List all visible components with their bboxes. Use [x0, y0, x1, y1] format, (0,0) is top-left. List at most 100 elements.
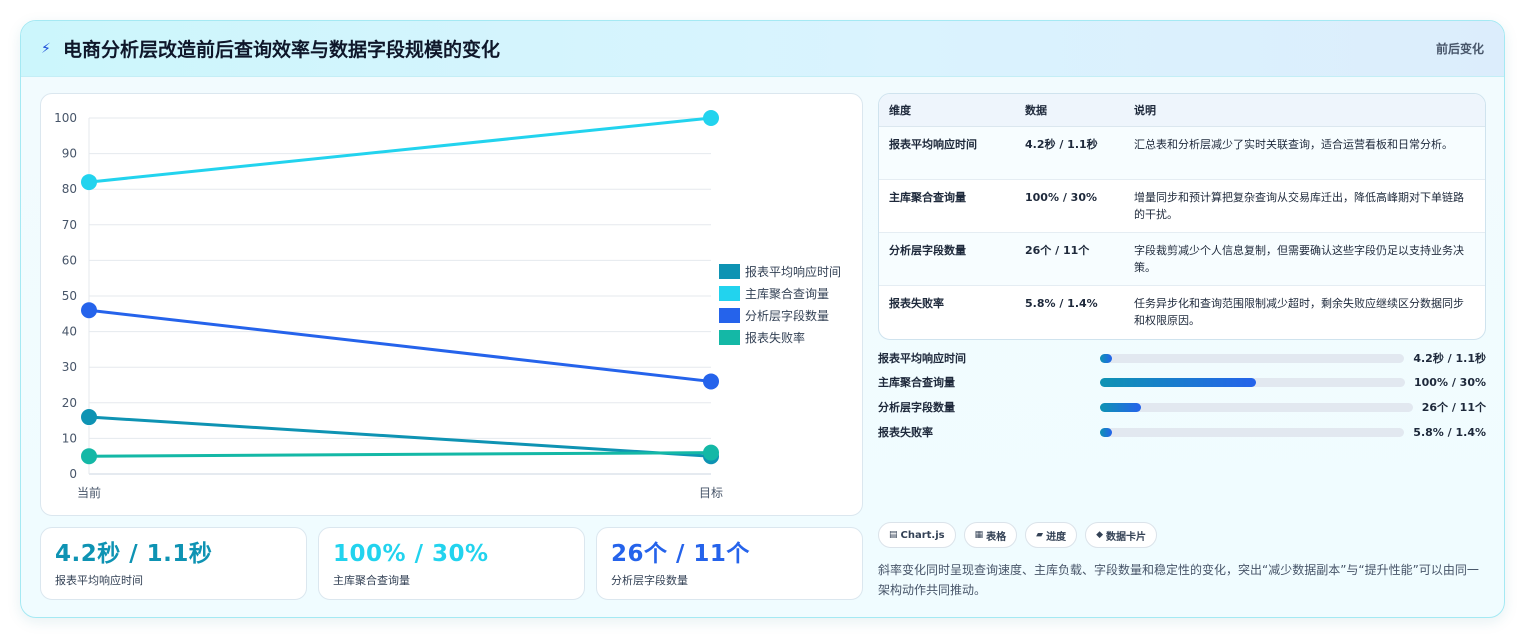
progress-row-query-volume: 主库聚合查询量 100% / 30%: [878, 374, 1486, 390]
data-point: [81, 174, 97, 191]
chip-chartjs[interactable]: ▤ Chart.js: [878, 522, 956, 548]
slope-chart: 0 10 20 30 40 50 60 70 80 90 100 当前 目标 报表平均响应时间 主库聚合查询…: [40, 93, 863, 516]
progress-track: [1100, 427, 1405, 437]
row-data: 5.8% / 1.4%: [1025, 297, 1098, 310]
series-line: [88, 308, 712, 383]
progress-value: 100% / 30%: [1414, 375, 1486, 389]
stat-label: 主库聚合查询量: [333, 574, 410, 587]
progress-value: 4.2秒 / 1.1秒: [1413, 352, 1486, 365]
chip-table[interactable]: ▦ 表格: [963, 522, 1018, 548]
y-tick-label: 90: [62, 147, 77, 161]
feature-chips: ▤ Chart.js ▦ 表格 ▰ 进度 ◆ 数据卡片: [878, 522, 1165, 548]
stat-value: 26个 / 11个: [611, 541, 750, 567]
y-tick-label: 0: [69, 467, 77, 481]
card-header: ⚡ 电商分析层改造前后查询效率与数据字段规模的变化 前后变化: [21, 21, 1504, 77]
page-title: 电商分析层改造前后查询效率与数据字段规模的变化: [63, 39, 501, 61]
progress-row-response-time: 报表平均响应时间 4.2秒 / 1.1秒: [878, 350, 1486, 366]
stat-card-query-volume: 100% / 30% 主库聚合查询量: [318, 527, 585, 600]
y-tick-label: 40: [62, 325, 77, 339]
progress-fill: [1100, 402, 1141, 412]
legend-label: 报表平均响应时间: [745, 264, 841, 279]
table-row: 报表平均响应时间 4.2秒 / 1.1秒 汇总表和分析层减少了实时关联查询，适合…: [879, 127, 1485, 180]
legend-swatch: [719, 264, 740, 279]
stat-card-response-time: 4.2秒 / 1.1秒 报表平均响应时间: [40, 527, 307, 600]
chip-label: 进度: [1046, 531, 1067, 543]
summary-note: 斜率变化同时呈现查询速度、主库负载、字段数量和稳定性的变化，突出“减少数据副本”…: [878, 563, 1479, 597]
progress-label: 报表失败率: [878, 426, 933, 439]
row-description: 任务异步化和查询范围限制减少超时，剩余失败应继续区分数据同步和权限原因。: [1134, 297, 1464, 327]
table-header: 维度 数据 说明: [879, 94, 1485, 127]
data-point: [703, 444, 719, 461]
row-dimension: 分析层字段数量: [889, 244, 966, 257]
data-point: [81, 409, 97, 426]
chip-progress[interactable]: ▰ 进度: [1025, 522, 1078, 548]
row-dimension: 报表平均响应时间: [889, 138, 977, 151]
header-tag: 前后变化: [1435, 42, 1484, 56]
x-tick-label: 目标: [699, 486, 723, 500]
progress-fill: [1100, 353, 1113, 363]
y-tick-label: 30: [62, 360, 77, 374]
legend-swatch: [719, 286, 740, 301]
stat-value: 4.2秒 / 1.1秒: [55, 541, 213, 567]
progress-row-field-count: 分析层字段数量 26个 / 11个: [878, 399, 1486, 415]
table-row: 主库聚合查询量 100% / 30% 增量同步和预计算把复杂查询从交易库迁出，降…: [879, 180, 1485, 233]
data-point: [703, 373, 719, 390]
data-point: [81, 448, 97, 465]
legend-swatch: [719, 330, 740, 345]
progress-track: [1100, 377, 1405, 387]
stat-label: 报表平均响应时间: [55, 574, 143, 587]
row-data: 26个 / 11个: [1025, 244, 1090, 257]
x-tick-label: 当前: [77, 485, 101, 500]
chip-label: 表格: [986, 531, 1007, 543]
data-point: [81, 302, 97, 319]
row-description: 字段裁剪减少个人信息复制，但需要确认这些字段仍足以支持业务决策。: [1134, 244, 1464, 274]
row-description: 汇总表和分析层减少了实时关联查询，适合运营看板和日常分析。: [1134, 138, 1453, 151]
progress-track: [1100, 353, 1405, 363]
chip-data-card[interactable]: ◆ 数据卡片: [1085, 522, 1157, 548]
y-tick-label: 50: [62, 289, 77, 303]
row-description: 增量同步和预计算把复杂查询从交易库迁出，降低高峰期对下单链路的干扰。: [1134, 191, 1464, 221]
card-icon: ◆: [1096, 530, 1103, 540]
chart-icon: ▤: [889, 530, 898, 540]
data-point: [703, 110, 719, 126]
dashboard-card: ⚡ 电商分析层改造前后查询效率与数据字段规模的变化 前后变化 0 10 20 30 40…: [20, 20, 1505, 618]
stat-value: 100% / 30%: [333, 541, 489, 567]
y-tick-label: 10: [62, 431, 77, 445]
y-tick-label: 20: [62, 396, 77, 410]
progress-value: 5.8% / 1.4%: [1413, 425, 1486, 439]
y-tick-label: 60: [62, 253, 77, 267]
table-row: 报表失败率 5.8% / 1.4% 任务异步化和查询范围限制减少超时，剩余失败应…: [879, 286, 1485, 339]
row-dimension: 报表失败率: [889, 297, 944, 310]
series-line: [88, 451, 712, 458]
lightning-icon: ⚡: [41, 40, 51, 57]
progress-icon: ▰: [1036, 530, 1044, 540]
y-tick-label: 70: [62, 218, 77, 232]
table-icon: ▦: [974, 530, 984, 540]
stat-label: 分析层字段数量: [611, 574, 688, 587]
table-row: 分析层字段数量 26个 / 11个 字段裁剪减少个人信息复制，但需要确认这些字段…: [879, 233, 1485, 286]
legend-label: 报表失败率: [745, 330, 805, 345]
progress-label: 主库聚合查询量: [878, 376, 955, 389]
chart-svg: 0 10 20 30 40 50 60 70 80 90 100 当前 目标 报表平均响应时间主库聚合查询…: [54, 110, 841, 500]
table-body: 报表平均响应时间 4.2秒 / 1.1秒 汇总表和分析层减少了实时关联查询，适合…: [879, 127, 1485, 339]
stat-card-field-count: 26个 / 11个 分析层字段数量: [596, 527, 863, 600]
progress-fill: [1100, 427, 1113, 437]
progress-value: 26个 / 11个: [1421, 401, 1486, 414]
y-tick-label: 80: [62, 182, 77, 196]
row-data: 4.2秒 / 1.1秒: [1025, 138, 1098, 151]
legend-label: 分析层字段数量: [745, 308, 829, 323]
chip-label: 数据卡片: [1105, 531, 1146, 543]
y-tick-label: 100: [54, 111, 77, 125]
legend-swatch: [719, 308, 740, 323]
progress-fill: [1100, 377, 1256, 387]
column-header-description: 说明: [1134, 103, 1156, 117]
progress-label: 分析层字段数量: [878, 401, 955, 414]
progress-row-failure-rate: 报表失败率 5.8% / 1.4%: [878, 424, 1486, 440]
column-header-data: 数据: [1025, 103, 1047, 117]
row-data: 100% / 30%: [1025, 191, 1097, 204]
row-dimension: 主库聚合查询量: [889, 191, 966, 204]
series-line: [88, 116, 712, 184]
chip-label: Chart.js: [900, 529, 945, 541]
column-header-dimension: 维度: [889, 103, 911, 117]
progress-track: [1100, 402, 1413, 412]
